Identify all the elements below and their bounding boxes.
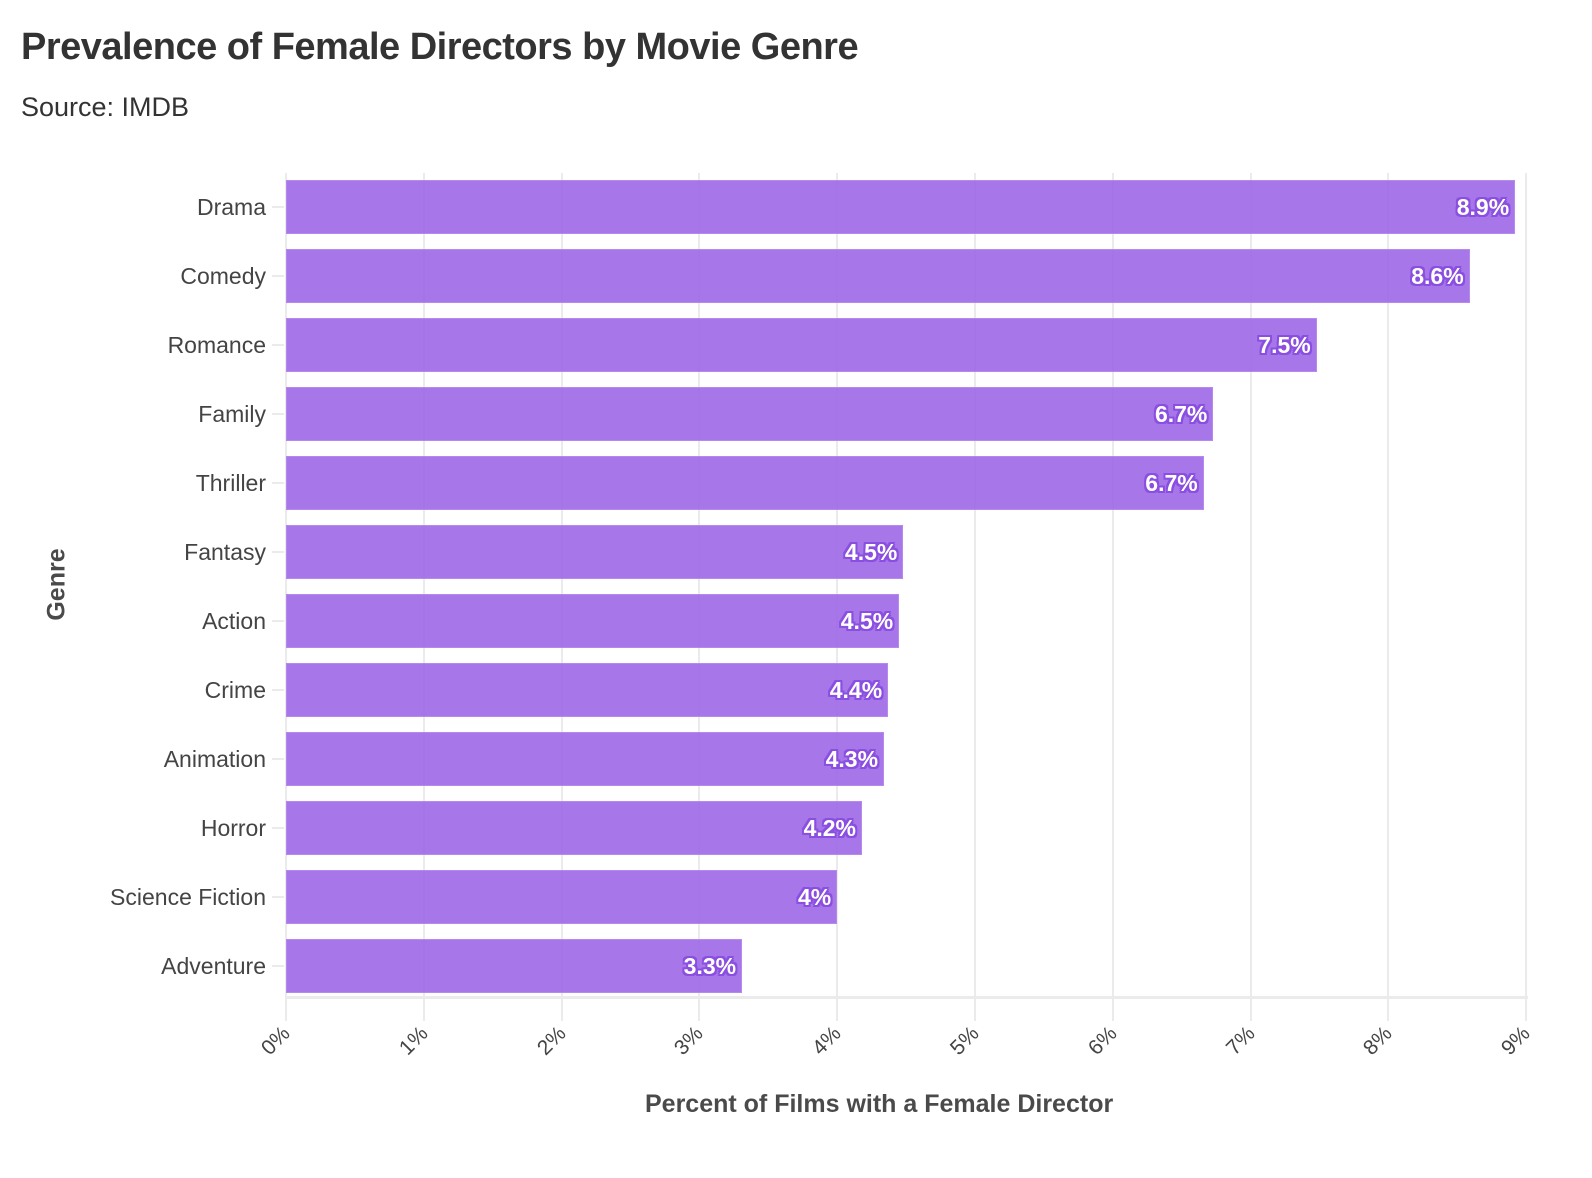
x-tick-label: 3% [670,1022,709,1060]
x-gridline [1111,173,1114,1021]
y-tick [272,206,284,208]
x-tick-label: 9% [1497,1022,1535,1060]
bar-science-fiction[interactable]: 4% [286,870,838,924]
x-tick-label: 8% [1359,1022,1398,1060]
x-axis-title: Percent of Films with a Female Director [645,1090,1114,1118]
y-tick [272,413,284,415]
x-axis-line [286,996,1528,999]
bar-value-label: 8.9% [1456,194,1510,220]
x-tick-label: 6% [1083,1022,1122,1060]
y-tick-label: Adventure [161,953,266,979]
x-gridline [974,173,976,1021]
bar-animation[interactable]: 4.3% [286,732,885,786]
bar-value-label: 4.5% [840,608,894,634]
bar-romance[interactable]: 7.5% [286,318,1317,372]
chart-subtitle: Source: IMDB [21,92,190,122]
bar-action[interactable]: 4.5% [286,594,900,648]
y-tick-label: Fantasy [184,539,266,565]
x-gridline [1387,173,1390,1021]
bar-value-label: 3.3% [683,953,737,979]
y-tick [272,758,284,760]
x-tick-label: 2% [532,1022,571,1060]
x-gridline [1249,173,1252,1021]
y-tick [272,689,284,691]
x-tick-label: 4% [808,1022,846,1060]
bar-crime[interactable]: 4.4% [286,663,889,717]
y-tick-label: Horror [200,815,266,841]
bar-value-label: 4% [797,884,832,910]
y-tick [272,482,284,484]
y-tick-label: Science Fiction [110,884,266,910]
y-tick-label: Drama [196,194,266,220]
y-tick [272,620,284,622]
bar-value-label: 4.4% [829,677,883,703]
y-tick [272,551,284,553]
y-tick-label: Crime [204,677,266,703]
bar-family[interactable]: 6.7% [286,387,1214,441]
bar-drama[interactable]: 8.9% [286,180,1516,234]
bar-horror[interactable]: 4.2% [286,801,862,855]
chart-title: Prevalence of Female Directors by Movie … [21,26,859,68]
bar-value-label: 8.6% [1411,263,1464,289]
y-tick-label: Action [202,608,266,634]
y-tick-label: Animation [163,746,266,772]
bar-comedy[interactable]: 8.6% [286,249,1470,303]
y-tick [272,344,284,346]
y-axis-title: Genre [42,548,71,621]
bar-adventure[interactable]: 3.3% [286,939,743,993]
bar-value-label: 4.5% [844,539,898,565]
y-tick-label: Romance [167,332,266,358]
y-tick-label: Comedy [180,263,266,289]
x-tick-label: 7% [1221,1022,1260,1060]
bar-fantasy[interactable]: 4.5% [286,525,904,579]
y-tick-label: Family [198,401,266,427]
bar-value-label: 7.5% [1258,332,1311,358]
bar-value-label: 4.3% [825,746,879,772]
x-tick-label: 5% [945,1022,984,1060]
x-tick-label: 1% [394,1022,433,1060]
x-tick-label: 0% [256,1022,295,1060]
y-tick [272,827,284,829]
bar-value-label: 4.2% [803,815,856,841]
y-tick [272,275,284,277]
y-tick [272,965,284,967]
y-tick [272,896,284,898]
y-tick-label: Thriller [195,470,266,496]
bar-thriller[interactable]: 6.7% [286,456,1204,510]
bar-value-label: 6.7% [1154,401,1208,427]
bar-value-label: 6.7% [1145,470,1198,496]
x-gridline [1525,173,1528,1021]
